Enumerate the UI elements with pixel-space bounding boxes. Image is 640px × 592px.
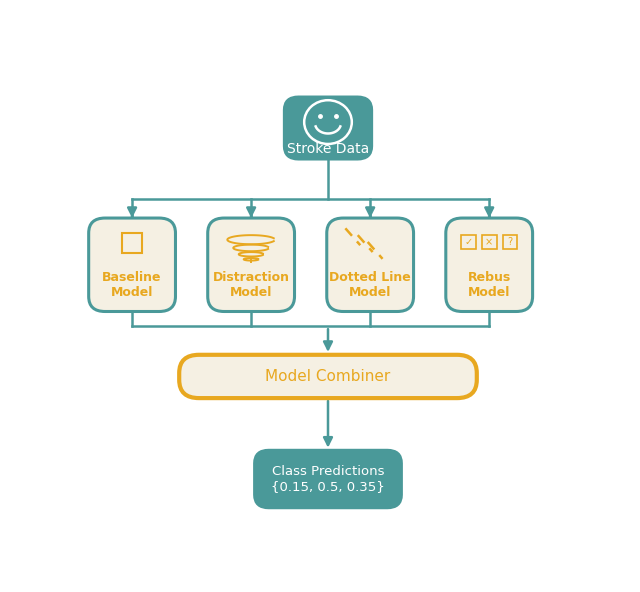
FancyBboxPatch shape <box>446 218 532 311</box>
FancyBboxPatch shape <box>255 451 401 507</box>
Text: Dotted Line
Model: Dotted Line Model <box>330 271 411 300</box>
Text: Class Predictions
{0.15, 0.5, 0.35}: Class Predictions {0.15, 0.5, 0.35} <box>271 465 385 493</box>
FancyBboxPatch shape <box>208 218 294 311</box>
FancyBboxPatch shape <box>327 218 413 311</box>
FancyBboxPatch shape <box>89 218 175 311</box>
FancyBboxPatch shape <box>285 97 371 159</box>
Text: ✓: ✓ <box>464 237 472 247</box>
FancyBboxPatch shape <box>179 355 477 398</box>
Text: Baseline
Model: Baseline Model <box>102 271 162 300</box>
Text: Model Combiner: Model Combiner <box>266 369 390 384</box>
Text: Distraction
Model: Distraction Model <box>212 271 290 300</box>
Text: Rebus
Model: Rebus Model <box>468 271 511 300</box>
Text: Stroke Data: Stroke Data <box>287 143 369 156</box>
Text: ×: × <box>485 237 493 247</box>
Text: ?: ? <box>508 237 513 247</box>
